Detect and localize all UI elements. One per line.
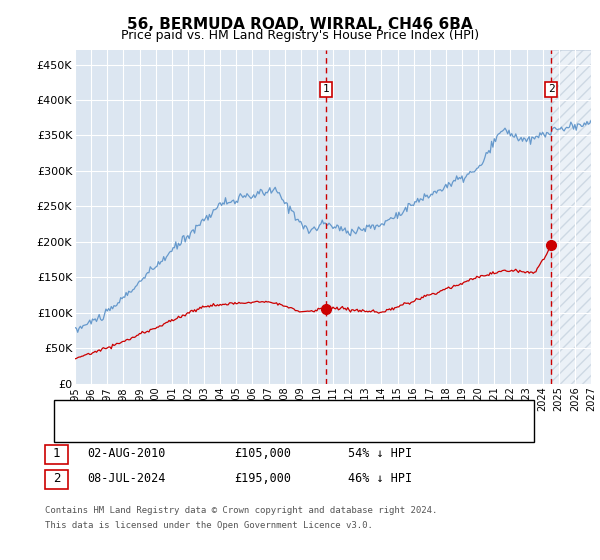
Text: £195,000: £195,000 xyxy=(234,472,291,486)
Text: 54% ↓ HPI: 54% ↓ HPI xyxy=(348,447,412,460)
Text: Price paid vs. HM Land Registry's House Price Index (HPI): Price paid vs. HM Land Registry's House … xyxy=(121,29,479,42)
Text: 56, BERMUDA ROAD, WIRRAL, CH46 6BA (detached house): 56, BERMUDA ROAD, WIRRAL, CH46 6BA (deta… xyxy=(105,408,433,418)
Text: 2: 2 xyxy=(53,472,60,486)
Bar xyxy=(551,50,591,384)
Text: 2: 2 xyxy=(548,85,554,95)
Text: Contains HM Land Registry data © Crown copyright and database right 2024.: Contains HM Land Registry data © Crown c… xyxy=(45,506,437,515)
Text: £105,000: £105,000 xyxy=(234,447,291,460)
Bar xyxy=(326,50,551,384)
Text: 46% ↓ HPI: 46% ↓ HPI xyxy=(348,472,412,486)
Text: 56, BERMUDA ROAD, WIRRAL, CH46 6BA: 56, BERMUDA ROAD, WIRRAL, CH46 6BA xyxy=(127,17,473,32)
Text: 1: 1 xyxy=(323,85,329,95)
Text: 1: 1 xyxy=(53,447,60,460)
Text: HPI: Average price, detached house, Wirral: HPI: Average price, detached house, Wirr… xyxy=(105,426,344,436)
Text: 08-JUL-2024: 08-JUL-2024 xyxy=(87,472,166,486)
Text: 02-AUG-2010: 02-AUG-2010 xyxy=(87,447,166,460)
Text: This data is licensed under the Open Government Licence v3.0.: This data is licensed under the Open Gov… xyxy=(45,521,373,530)
